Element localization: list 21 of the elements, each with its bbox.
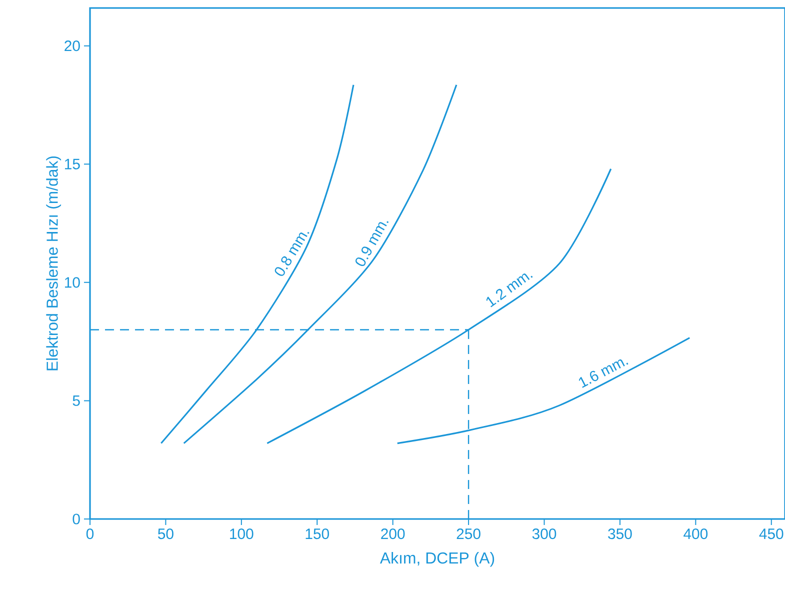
y-tick-label: 5 (72, 396, 80, 406)
x-tick-label: 0 (86, 528, 94, 540)
text: 0.9 mm. (355, 221, 389, 266)
x-tick-label: 300 (532, 528, 556, 540)
x-tick-label: 50 (158, 528, 174, 540)
x-tick-label: 400 (684, 528, 708, 540)
y-tick-label: 10 (65, 277, 80, 288)
text: 0.8 mm. (274, 232, 310, 276)
x-tick-label: 100 (230, 528, 254, 540)
x-tick-label: 450 (759, 528, 784, 540)
x-tick-label: 350 (608, 528, 632, 540)
y-tick-label: 15 (65, 158, 80, 170)
y-axis-title: Elektrod Besleme Hızı (m/dak) (46, 156, 62, 370)
x-axis-title: Akım, DCEP (A) (380, 552, 494, 567)
y-tick-label: 20 (64, 40, 80, 52)
x-tick-label: 250 (456, 528, 480, 540)
text: 1.2 mm. (486, 274, 533, 308)
x-tick-label: 150 (306, 528, 329, 540)
y-tick-label: 0 (72, 514, 80, 524)
text: 1.6 mm. (578, 359, 628, 388)
x-tick-label: 200 (381, 528, 405, 540)
